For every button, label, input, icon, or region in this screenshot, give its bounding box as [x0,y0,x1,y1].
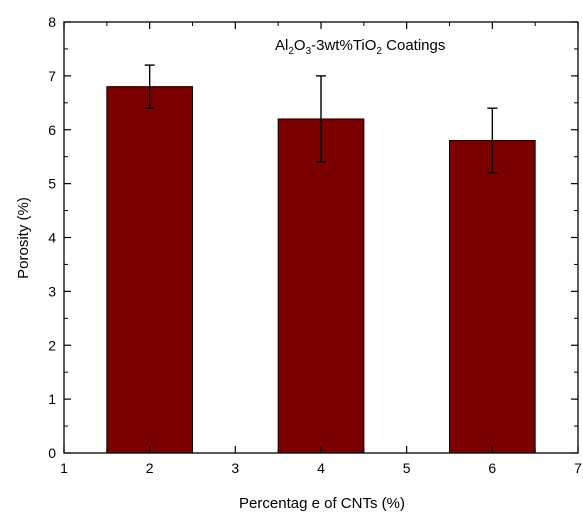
bar-4 [277,118,365,454]
y-axis-ticks: 0 1 2 3 4 5 6 7 8 [48,14,578,461]
y-tick-label-1: 1 [48,391,56,407]
annotation-part-coatings: Coatings [382,37,445,54]
error-bars-group [144,64,498,174]
y-tick-label-4: 4 [48,230,56,246]
x-tick-label-2: 2 [146,460,154,476]
annotation-part-tio: -3wt%TiO [311,37,376,54]
chart-annotation: Al2O3-3wt%TiO2 Coatings [275,37,445,57]
y-tick-label-3: 3 [48,283,56,299]
x-tick-label-7: 7 [574,460,582,476]
y-tick-label-2: 2 [48,337,56,353]
x-axis-ticks: 1 2 3 4 5 6 7 [60,22,582,476]
bar-2 [106,86,193,454]
annotation-part-o: O [294,37,306,54]
y-tick-label-8: 8 [48,14,56,30]
x-tick-label-4: 4 [317,460,325,476]
annotation-sub-2a: 2 [288,46,294,57]
y-tick-label-6: 6 [48,122,56,138]
x-tick-label-6: 6 [488,460,496,476]
annotation-sub-2b: 2 [376,46,382,57]
x-axis-label: Percentag e of CNTs (%) [239,495,405,512]
y-tick-label-7: 7 [48,68,56,84]
y-tick-label-0: 0 [48,445,56,461]
bar-6 [449,140,536,454]
x-tick-label-1: 1 [60,460,68,476]
bars-group [106,86,536,454]
annotation-sub-3: 3 [306,46,312,57]
x-tick-label-3: 3 [231,460,239,476]
y-axis-label: Porosity (%) [15,197,32,279]
y-tick-label-5: 5 [48,176,56,192]
x-tick-label-5: 5 [403,460,411,476]
annotation-part-al: Al [275,37,288,54]
